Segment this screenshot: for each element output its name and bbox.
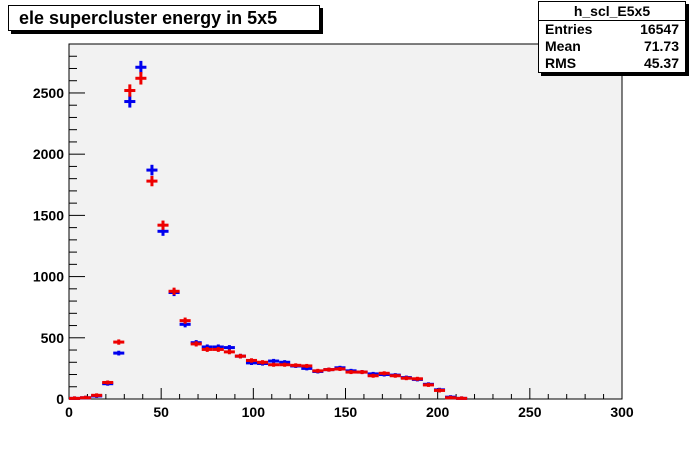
x-tick-label: 250 bbox=[518, 404, 542, 420]
data-point bbox=[212, 346, 224, 352]
plot-frame bbox=[68, 43, 623, 400]
data-point bbox=[146, 164, 158, 176]
stats-label: Entries bbox=[545, 21, 593, 37]
data-point bbox=[146, 175, 158, 187]
x-tick-label: 100 bbox=[242, 404, 266, 420]
stats-row-mean: Mean 71.73 bbox=[539, 38, 685, 55]
data-point bbox=[257, 360, 269, 365]
data-point bbox=[135, 72, 147, 85]
data-point bbox=[290, 363, 302, 368]
data-point bbox=[334, 367, 346, 372]
data-point bbox=[411, 376, 423, 381]
data-point bbox=[157, 220, 169, 230]
data-point bbox=[356, 370, 368, 375]
data-point bbox=[345, 370, 357, 375]
data-point bbox=[80, 395, 92, 400]
data-point bbox=[69, 396, 81, 400]
stats-label: Mean bbox=[545, 38, 581, 54]
data-point bbox=[223, 345, 235, 351]
data-point bbox=[445, 395, 457, 400]
data-point bbox=[234, 353, 246, 359]
data-point bbox=[113, 339, 125, 345]
y-tick-label: 2000 bbox=[33, 146, 64, 162]
data-point bbox=[279, 362, 291, 367]
y-tick-label: 1500 bbox=[33, 207, 64, 223]
data-point bbox=[389, 373, 401, 378]
data-point bbox=[367, 373, 379, 378]
x-tick-label: 200 bbox=[426, 404, 450, 420]
data-point bbox=[124, 84, 136, 97]
data-point bbox=[179, 317, 191, 324]
chart-title: ele supercluster energy in 5x5 bbox=[19, 8, 278, 28]
series-1 bbox=[69, 72, 468, 400]
x-tick-label: 300 bbox=[610, 404, 634, 420]
chart-title-box: ele supercluster energy in 5x5 bbox=[8, 5, 320, 31]
stats-value: 16547 bbox=[640, 21, 679, 37]
data-point bbox=[268, 358, 280, 364]
data-point bbox=[268, 362, 280, 367]
data-point bbox=[301, 363, 313, 368]
x-tick-label: 0 bbox=[65, 404, 73, 420]
data-point bbox=[433, 388, 446, 393]
data-point bbox=[223, 349, 235, 355]
y-tick-label: 1000 bbox=[33, 269, 64, 285]
stats-histogram-name: h_scl_E5x5 bbox=[539, 2, 685, 21]
data-point bbox=[91, 393, 103, 398]
stats-row-entries: Entries 16547 bbox=[539, 21, 685, 38]
data-point bbox=[456, 396, 468, 400]
stats-box: h_scl_E5x5 Entries 16547 Mean 71.73 RMS … bbox=[538, 1, 686, 73]
data-point bbox=[113, 350, 125, 356]
stats-value: 45.37 bbox=[643, 55, 679, 71]
x-tick-label: 50 bbox=[153, 404, 169, 420]
stats-value: 71.73 bbox=[643, 38, 679, 54]
data-point bbox=[323, 367, 335, 372]
data-point bbox=[245, 358, 258, 363]
stats-label: RMS bbox=[545, 55, 577, 71]
data-point bbox=[124, 95, 136, 108]
stats-row-rms: RMS 45.37 bbox=[539, 55, 685, 72]
data-point bbox=[168, 287, 180, 295]
y-tick-label: 0 bbox=[56, 391, 64, 407]
data-point bbox=[422, 382, 434, 387]
data-point bbox=[190, 341, 202, 347]
y-tick-label: 2500 bbox=[33, 85, 64, 101]
data-point bbox=[102, 380, 114, 385]
data-point bbox=[312, 368, 324, 373]
data-point bbox=[400, 376, 412, 381]
data-point bbox=[378, 371, 390, 376]
data-point bbox=[201, 346, 213, 352]
x-tick-label: 150 bbox=[334, 404, 358, 420]
y-tick-label: 500 bbox=[41, 330, 65, 346]
data-point bbox=[135, 60, 147, 74]
